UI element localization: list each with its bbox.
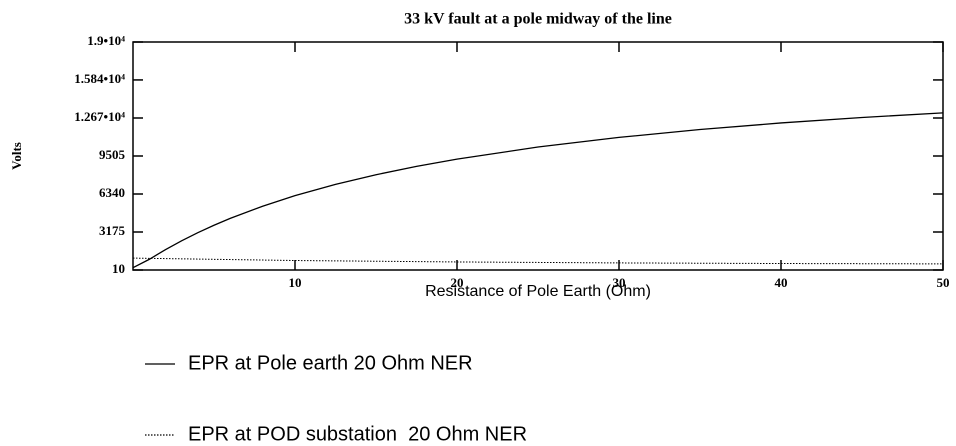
series-line <box>132 112 944 269</box>
x-tick-label: 40 <box>775 275 788 290</box>
y-tick-label: 1.267•10⁴ <box>74 109 125 124</box>
x-tick-label: 30 <box>613 275 626 290</box>
plot-frame <box>132 41 944 271</box>
y-tick-label: 6340 <box>99 185 125 200</box>
y-tick-label: 10 <box>112 261 125 276</box>
x-tick-label: 20 <box>451 275 464 290</box>
series-line <box>132 257 944 265</box>
y-tick-label: 3175 <box>99 223 126 238</box>
x-tick-label: 50 <box>937 275 950 290</box>
x-axis-label: Resistance of Pole Earth (Ohm) <box>425 283 651 300</box>
legend-label: EPR at Pole earth 20 Ohm NER <box>188 352 473 374</box>
legend-label: EPR at POD substation 20 Ohm NER <box>188 423 527 445</box>
y-axis-label: Volts <box>9 142 24 170</box>
chart-title: 33 kV fault at a pole midway of the line <box>404 11 672 28</box>
x-tick-label: 10 <box>289 275 302 290</box>
y-tick-label: 9505 <box>99 147 126 162</box>
y-tick-label: 1.584•10⁴ <box>74 71 125 86</box>
y-tick-label: 1.9•10⁴ <box>87 33 125 48</box>
